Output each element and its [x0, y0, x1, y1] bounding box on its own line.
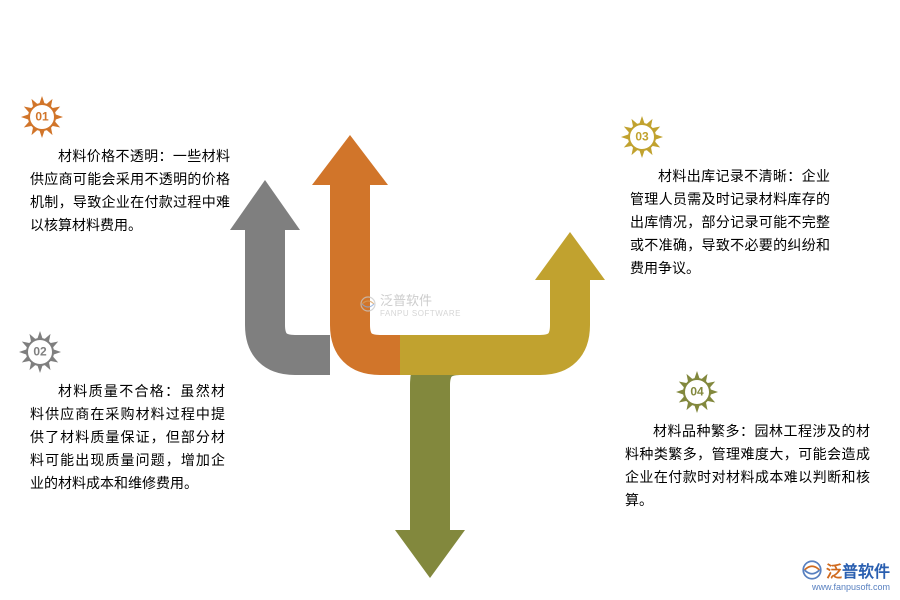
badge-number: 02 [33, 345, 46, 359]
watermark-bottom-right: 泛普软件 www.fanpusoft.com [802, 558, 890, 592]
text-block-01: 材料价格不透明：一些材料供应商可能会采用不透明的价格机制，导致企业在付款过程中难… [30, 145, 230, 237]
text-block-03: 材料出库记录不清晰：企业管理人员需及时记录材料库存的出库情况，部分记录可能不完整… [630, 165, 830, 280]
sun-badge-01: 01 [20, 95, 64, 139]
badge-number: 04 [690, 385, 703, 399]
watermark-br-brand: 泛普软件 [802, 558, 890, 582]
text-block-04: 材料品种繁多：园林工程涉及的材料种类繁多，管理难度大，可能会造成企业在付款时对材… [625, 420, 870, 512]
arrow-04 [395, 355, 500, 578]
watermark-center: 泛普软件 FANPU SOFTWARE [360, 290, 461, 318]
arrow-01 [312, 135, 470, 355]
sun-badge-03: 03 [620, 115, 664, 159]
watermark-center-brand: 泛普软件 [380, 290, 461, 309]
logo-icon [360, 296, 376, 312]
text-block-02: 材料质量不合格：虽然材料供应商在采购材料过程中提供了材料质量保证，但部分材料可能… [30, 380, 225, 495]
arrow-02 [230, 180, 330, 355]
badge-number: 03 [635, 130, 648, 144]
sun-badge-02: 02 [18, 330, 62, 374]
sun-badge-04: 04 [675, 370, 719, 414]
watermark-br-url: www.fanpusoft.com [802, 582, 890, 592]
watermark-center-sub: FANPU SOFTWARE [380, 309, 461, 318]
badge-number: 01 [35, 110, 48, 124]
logo-icon [802, 560, 822, 580]
